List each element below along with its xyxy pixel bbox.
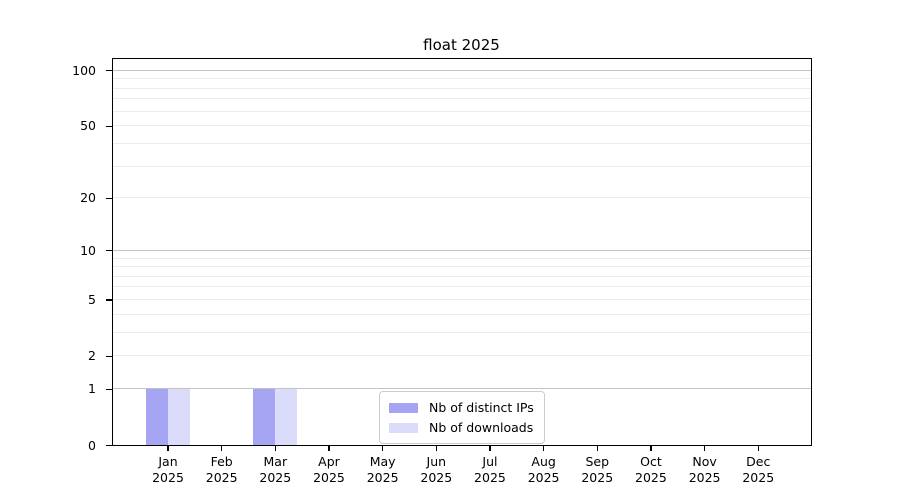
minor-gridline [113,355,811,357]
x-tick-label: Jul 2025 [474,454,506,485]
x-tick-mark [328,445,330,451]
x-tick-mark [435,445,437,451]
legend-label-distinct-ips: Nb of distinct IPs [429,400,534,415]
minor-gridline [113,299,811,300]
bar-downloads [274,388,297,445]
major-gridline [113,388,811,390]
x-tick-label: Jan 2025 [152,454,184,485]
minor-gridline [113,87,811,89]
legend-row-downloads: Nb of downloads [389,419,535,436]
x-tick-label: Feb 2025 [205,454,238,485]
legend-row-distinct-ips: Nb of distinct IPs [389,399,535,416]
y-tick-mark [106,250,113,252]
y-tick-mark [106,355,113,357]
x-tick-mark [650,445,652,451]
x-tick-label: Oct 2025 [635,454,667,485]
bar-distinct-ips [252,388,275,445]
y-tick-mark [106,444,113,447]
minor-gridline [113,313,811,315]
minor-gridline [113,165,811,167]
x-tick-mark [167,445,169,451]
y-tick-label: 1 [88,381,96,397]
y-tick-mark [106,299,113,301]
y-tick-label: 10 [80,242,96,258]
x-tick-mark [489,445,491,451]
x-tick-label: Sep 2025 [581,454,614,485]
x-tick-mark [274,445,276,451]
y-tick-mark [106,125,113,127]
x-tick-label: Aug 2025 [527,454,560,485]
chart-title: float 2025 [423,36,500,54]
x-tick-label: Jun 2025 [420,454,453,485]
x-tick-label: Nov 2025 [688,454,721,485]
y-tick-label: 50 [80,118,96,134]
legend-swatch-distinct-ips [389,402,418,413]
minor-gridline [113,266,811,268]
y-tick-label: 100 [72,62,96,78]
x-tick-mark [381,445,384,451]
minor-gridline [113,110,811,112]
minor-gridline [113,275,811,277]
minor-gridline [113,142,811,144]
x-tick-label: Mar 2025 [259,454,292,485]
x-tick-mark [542,445,545,451]
minor-gridline [113,257,811,259]
minor-gridline [113,78,811,80]
x-tick-mark [703,445,706,451]
y-tick-mark [106,70,113,72]
y-tick-label: 5 [88,292,96,307]
y-tick-label: 20 [80,190,96,206]
y-tick-mark [106,388,113,390]
legend-label-downloads: Nb of downloads [429,420,534,435]
minor-gridline [113,125,811,127]
y-tick-mark [106,197,113,199]
bar-downloads [167,388,190,445]
minor-gridline [113,331,811,333]
x-tick-label: May 2025 [366,454,399,485]
plot-area: Nb of distinct IPs Nb of downloads [112,58,812,446]
y-tick-label: 0 [88,437,96,453]
x-tick-mark [596,445,598,451]
major-gridline [113,249,811,251]
major-gridline [113,69,811,71]
minor-gridline [113,197,811,199]
bar-distinct-ips [145,388,168,445]
minor-gridline [113,286,811,288]
legend-swatch-downloads [389,422,418,433]
x-tick-mark [757,445,759,451]
y-tick-label: 2 [88,348,96,364]
x-tick-label: Apr 2025 [313,454,345,485]
x-tick-label: Dec 2025 [742,454,775,485]
legend: Nb of distinct IPs Nb of downloads [379,391,545,444]
minor-gridline [113,98,811,100]
x-tick-mark [220,445,223,451]
